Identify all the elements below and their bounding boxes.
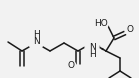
Circle shape xyxy=(125,25,135,35)
Circle shape xyxy=(29,36,43,50)
Text: O: O xyxy=(68,61,75,71)
Text: H
N: H N xyxy=(33,30,39,46)
Circle shape xyxy=(85,39,99,53)
Text: O: O xyxy=(126,26,133,34)
Circle shape xyxy=(94,17,108,31)
Circle shape xyxy=(66,61,76,71)
Text: HO: HO xyxy=(94,20,108,28)
Text: N
H: N H xyxy=(89,43,95,60)
